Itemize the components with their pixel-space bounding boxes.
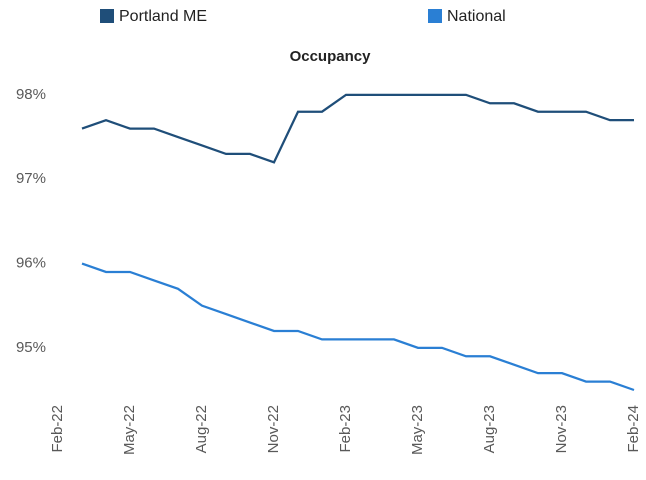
x-tick-label: Nov-22 [265, 405, 282, 453]
y-tick-label: 96% [16, 254, 46, 271]
x-tick-label: Feb-22 [49, 405, 66, 453]
legend-swatch [100, 9, 114, 23]
x-tick-label: Aug-22 [193, 405, 210, 453]
y-tick-label: 97% [16, 170, 46, 187]
legend-label: National [447, 8, 506, 25]
x-tick-label: Feb-23 [337, 405, 354, 453]
x-tick-label: Aug-23 [481, 405, 498, 453]
line [81, 262, 635, 392]
x-tick-label: Feb-24 [625, 405, 642, 453]
y-tick-label: 98% [16, 86, 46, 103]
line [81, 93, 634, 164]
x-tick-label: May-23 [409, 405, 426, 455]
x-tick-label: Nov-23 [553, 405, 570, 453]
legend-swatch [428, 9, 442, 23]
legend-label: Portland ME [119, 8, 207, 25]
x-tick-label: May-22 [121, 405, 138, 455]
chart-title: Occupancy [290, 48, 372, 65]
y-tick-label: 95% [16, 339, 46, 356]
